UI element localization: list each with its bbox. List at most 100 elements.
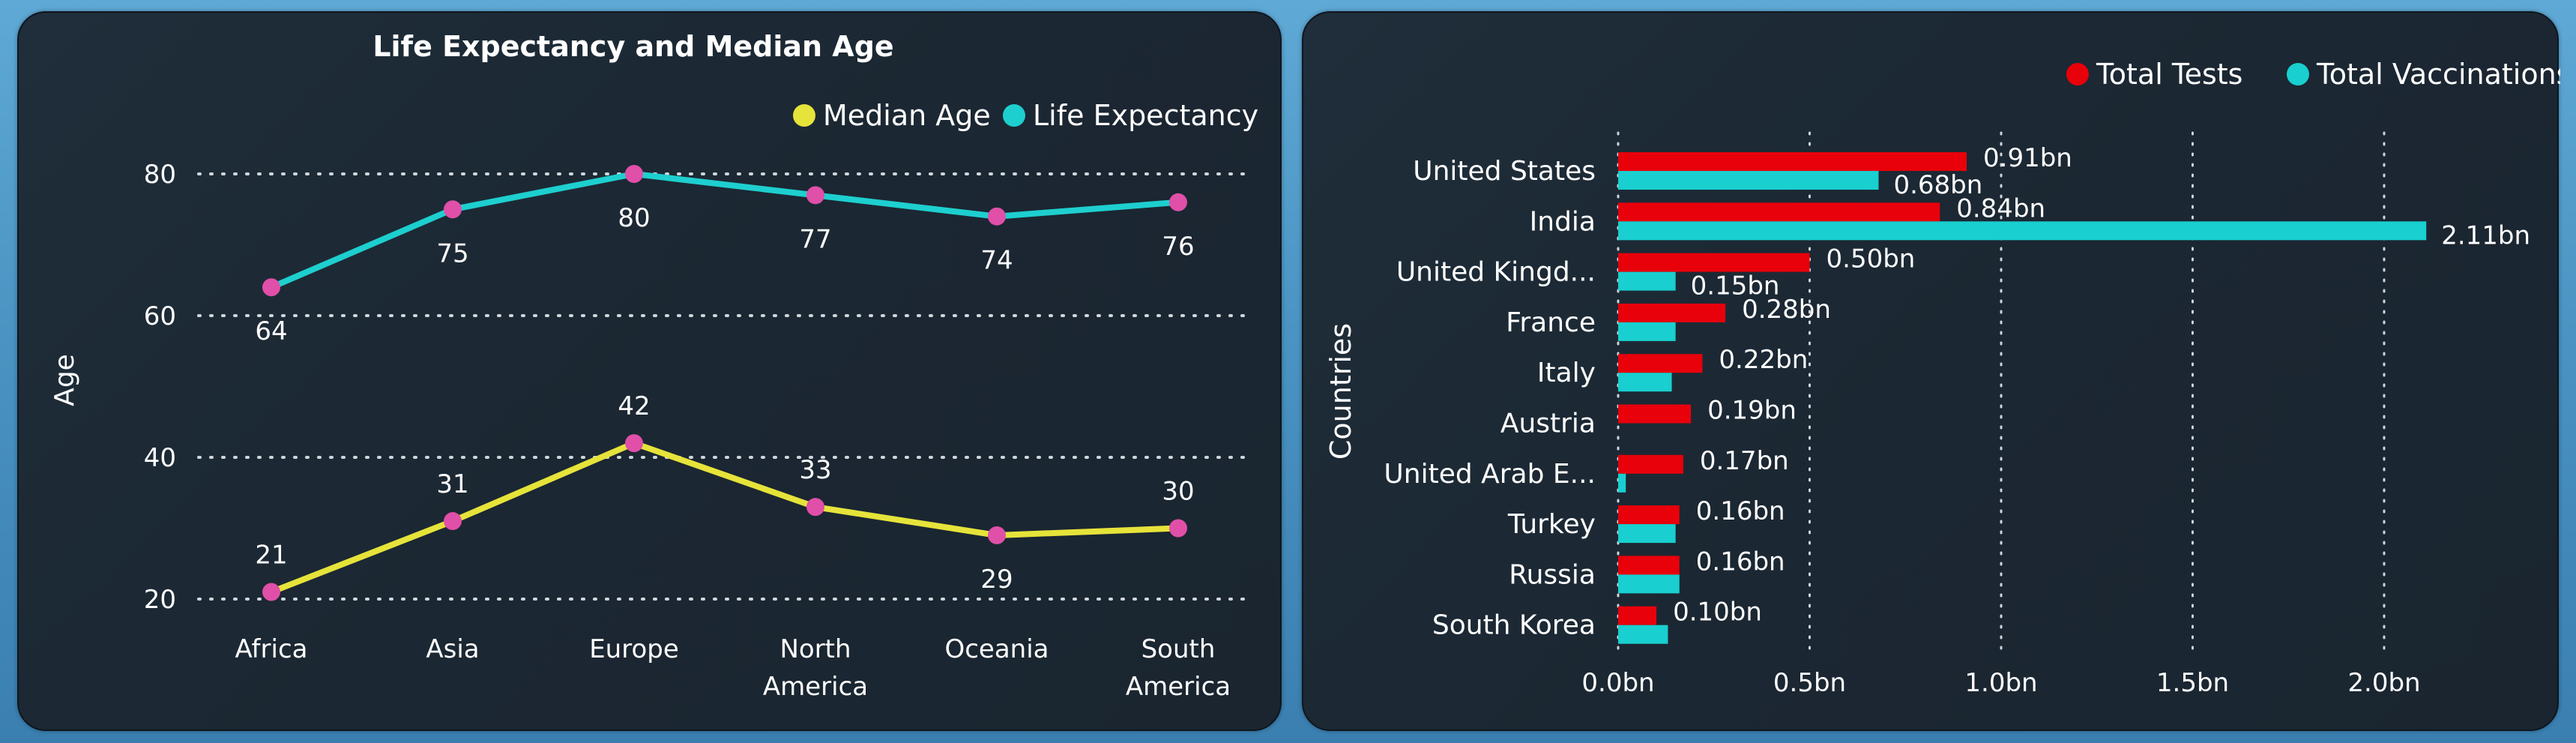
bar-total-vaccinations[interactable]	[1618, 322, 1676, 341]
data-label: 0.15bn	[1691, 271, 1780, 301]
data-label: 0.68bn	[1893, 170, 1982, 200]
series-line-life-expectancy	[270, 171, 1179, 290]
data-label: 30	[1162, 477, 1194, 507]
legend-label: Median Age	[823, 99, 991, 132]
y-tick-label: 80	[144, 160, 176, 190]
legend-label: Life Expectancy	[1033, 99, 1258, 132]
data-point[interactable]	[988, 526, 1006, 544]
category-label: Turkey	[1507, 509, 1596, 540]
legend-marker	[793, 104, 815, 127]
bar-total-tests[interactable]	[1618, 556, 1680, 575]
x-tick-label: Asia	[426, 634, 479, 664]
data-point[interactable]	[625, 434, 643, 453]
legend-marker	[2066, 63, 2089, 85]
data-label: 77	[799, 224, 831, 254]
category-label: France	[1506, 307, 1596, 338]
bar-total-tests[interactable]	[1618, 253, 1810, 272]
data-label: 75	[436, 238, 468, 268]
category-label: United Kingd...	[1396, 257, 1596, 288]
bar-total-tests[interactable]	[1618, 152, 1967, 171]
data-point[interactable]	[262, 278, 280, 297]
data-label: 0.50bn	[1827, 244, 1916, 274]
legend: Median Age Life Expectancy	[793, 99, 1258, 132]
bar-total-tests[interactable]	[1618, 505, 1680, 525]
bar-total-tests[interactable]	[1618, 354, 1703, 373]
data-point[interactable]	[444, 200, 462, 219]
category-label: United States	[1413, 156, 1596, 187]
x-tick-label: Europe	[589, 634, 679, 664]
life-expectancy-panel: Life Expectancy and Median Age Median Ag…	[17, 11, 1282, 731]
bar-total-tests[interactable]	[1618, 202, 1940, 222]
data-label: 0.28bn	[1742, 295, 1831, 325]
bar-total-vaccinations[interactable]	[1618, 524, 1676, 544]
x-tick-label: 0.5bn	[1773, 668, 1846, 698]
data-point[interactable]	[988, 207, 1006, 226]
data-point[interactable]	[444, 512, 462, 531]
x-tick-label: 0.0bn	[1581, 668, 1654, 698]
category-label: India	[1530, 206, 1596, 237]
data-label: 0.22bn	[1719, 345, 1808, 375]
x-tick-label: America	[763, 672, 868, 702]
chart-title: Life Expectancy and Median Age	[372, 30, 893, 63]
data-label: 80	[618, 203, 650, 233]
bar-chart: Total Tests Total Vaccinations Countries …	[1324, 58, 2560, 698]
bar-total-vaccinations[interactable]	[1618, 221, 2427, 241]
bar-total-tests[interactable]	[1618, 606, 1657, 625]
data-label: 0.16bn	[1696, 547, 1785, 577]
category-label: Russia	[1509, 559, 1596, 590]
y-axis-label: Age	[49, 354, 80, 406]
data-label: 42	[618, 391, 650, 421]
data-point[interactable]	[1169, 519, 1187, 538]
data-label: 0.16bn	[1696, 496, 1785, 526]
data-label: 0.17bn	[1700, 446, 1789, 476]
bar-total-vaccinations[interactable]	[1618, 473, 1626, 493]
series-line-median-age	[270, 440, 1179, 595]
x-tick-label: North	[779, 634, 851, 664]
data-point[interactable]	[806, 498, 824, 517]
category-label: United Arab E...	[1384, 459, 1596, 490]
y-axis-label: Countries	[1324, 323, 1357, 460]
data-label: 31	[436, 469, 468, 499]
data-label: 0.19bn	[1707, 396, 1797, 426]
data-point[interactable]	[806, 186, 824, 205]
x-tick-label: 2.0bn	[2347, 668, 2420, 698]
legend-label: Total Vaccinations	[2316, 58, 2560, 91]
data-label: 2.11bn	[2441, 220, 2530, 250]
data-point[interactable]	[262, 583, 280, 601]
data-label: 76	[1162, 232, 1194, 262]
category-label: South Korea	[1432, 610, 1596, 641]
data-label: 0.10bn	[1673, 598, 1762, 628]
category-label: Italy	[1537, 358, 1596, 388]
data-label: 21	[255, 541, 287, 571]
x-tick-label: 1.0bn	[1964, 668, 2037, 698]
data-label: 0.91bn	[1983, 143, 2072, 173]
data-label: 0.84bn	[1956, 193, 2045, 223]
y-tick-label: 40	[144, 443, 176, 473]
tests-vaccinations-panel: Total Tests Total Vaccinations Countries …	[1302, 11, 2560, 731]
x-tick-label: America	[1126, 672, 1231, 702]
legend-label: Total Tests	[2096, 58, 2242, 91]
data-label: 64	[255, 316, 287, 346]
bar-total-vaccinations[interactable]	[1618, 574, 1680, 594]
x-tick-label: Africa	[235, 634, 308, 664]
y-tick-label: 20	[144, 585, 176, 615]
bar-total-tests[interactable]	[1618, 454, 1683, 474]
x-tick-label: Oceania	[944, 634, 1049, 664]
x-tick-label: 1.5bn	[2156, 668, 2229, 698]
bar-total-tests[interactable]	[1618, 303, 1726, 322]
bar-total-vaccinations[interactable]	[1618, 171, 1879, 190]
bar-total-vaccinations[interactable]	[1618, 373, 1672, 392]
line-chart: Life Expectancy and Median Age Median Ag…	[49, 30, 1258, 702]
data-point[interactable]	[625, 165, 643, 183]
bar-total-vaccinations[interactable]	[1618, 625, 1668, 644]
legend-marker	[2287, 63, 2309, 85]
data-label: 74	[980, 246, 1013, 276]
bar-total-tests[interactable]	[1618, 404, 1692, 424]
category-label: Austria	[1500, 409, 1596, 439]
data-point[interactable]	[1169, 193, 1187, 211]
bar-total-vaccinations[interactable]	[1618, 271, 1676, 291]
legend: Total Tests Total Vaccinations	[2066, 58, 2560, 91]
y-tick-label: 60	[144, 301, 176, 331]
legend-marker	[1003, 104, 1025, 127]
data-label: 33	[799, 455, 831, 485]
